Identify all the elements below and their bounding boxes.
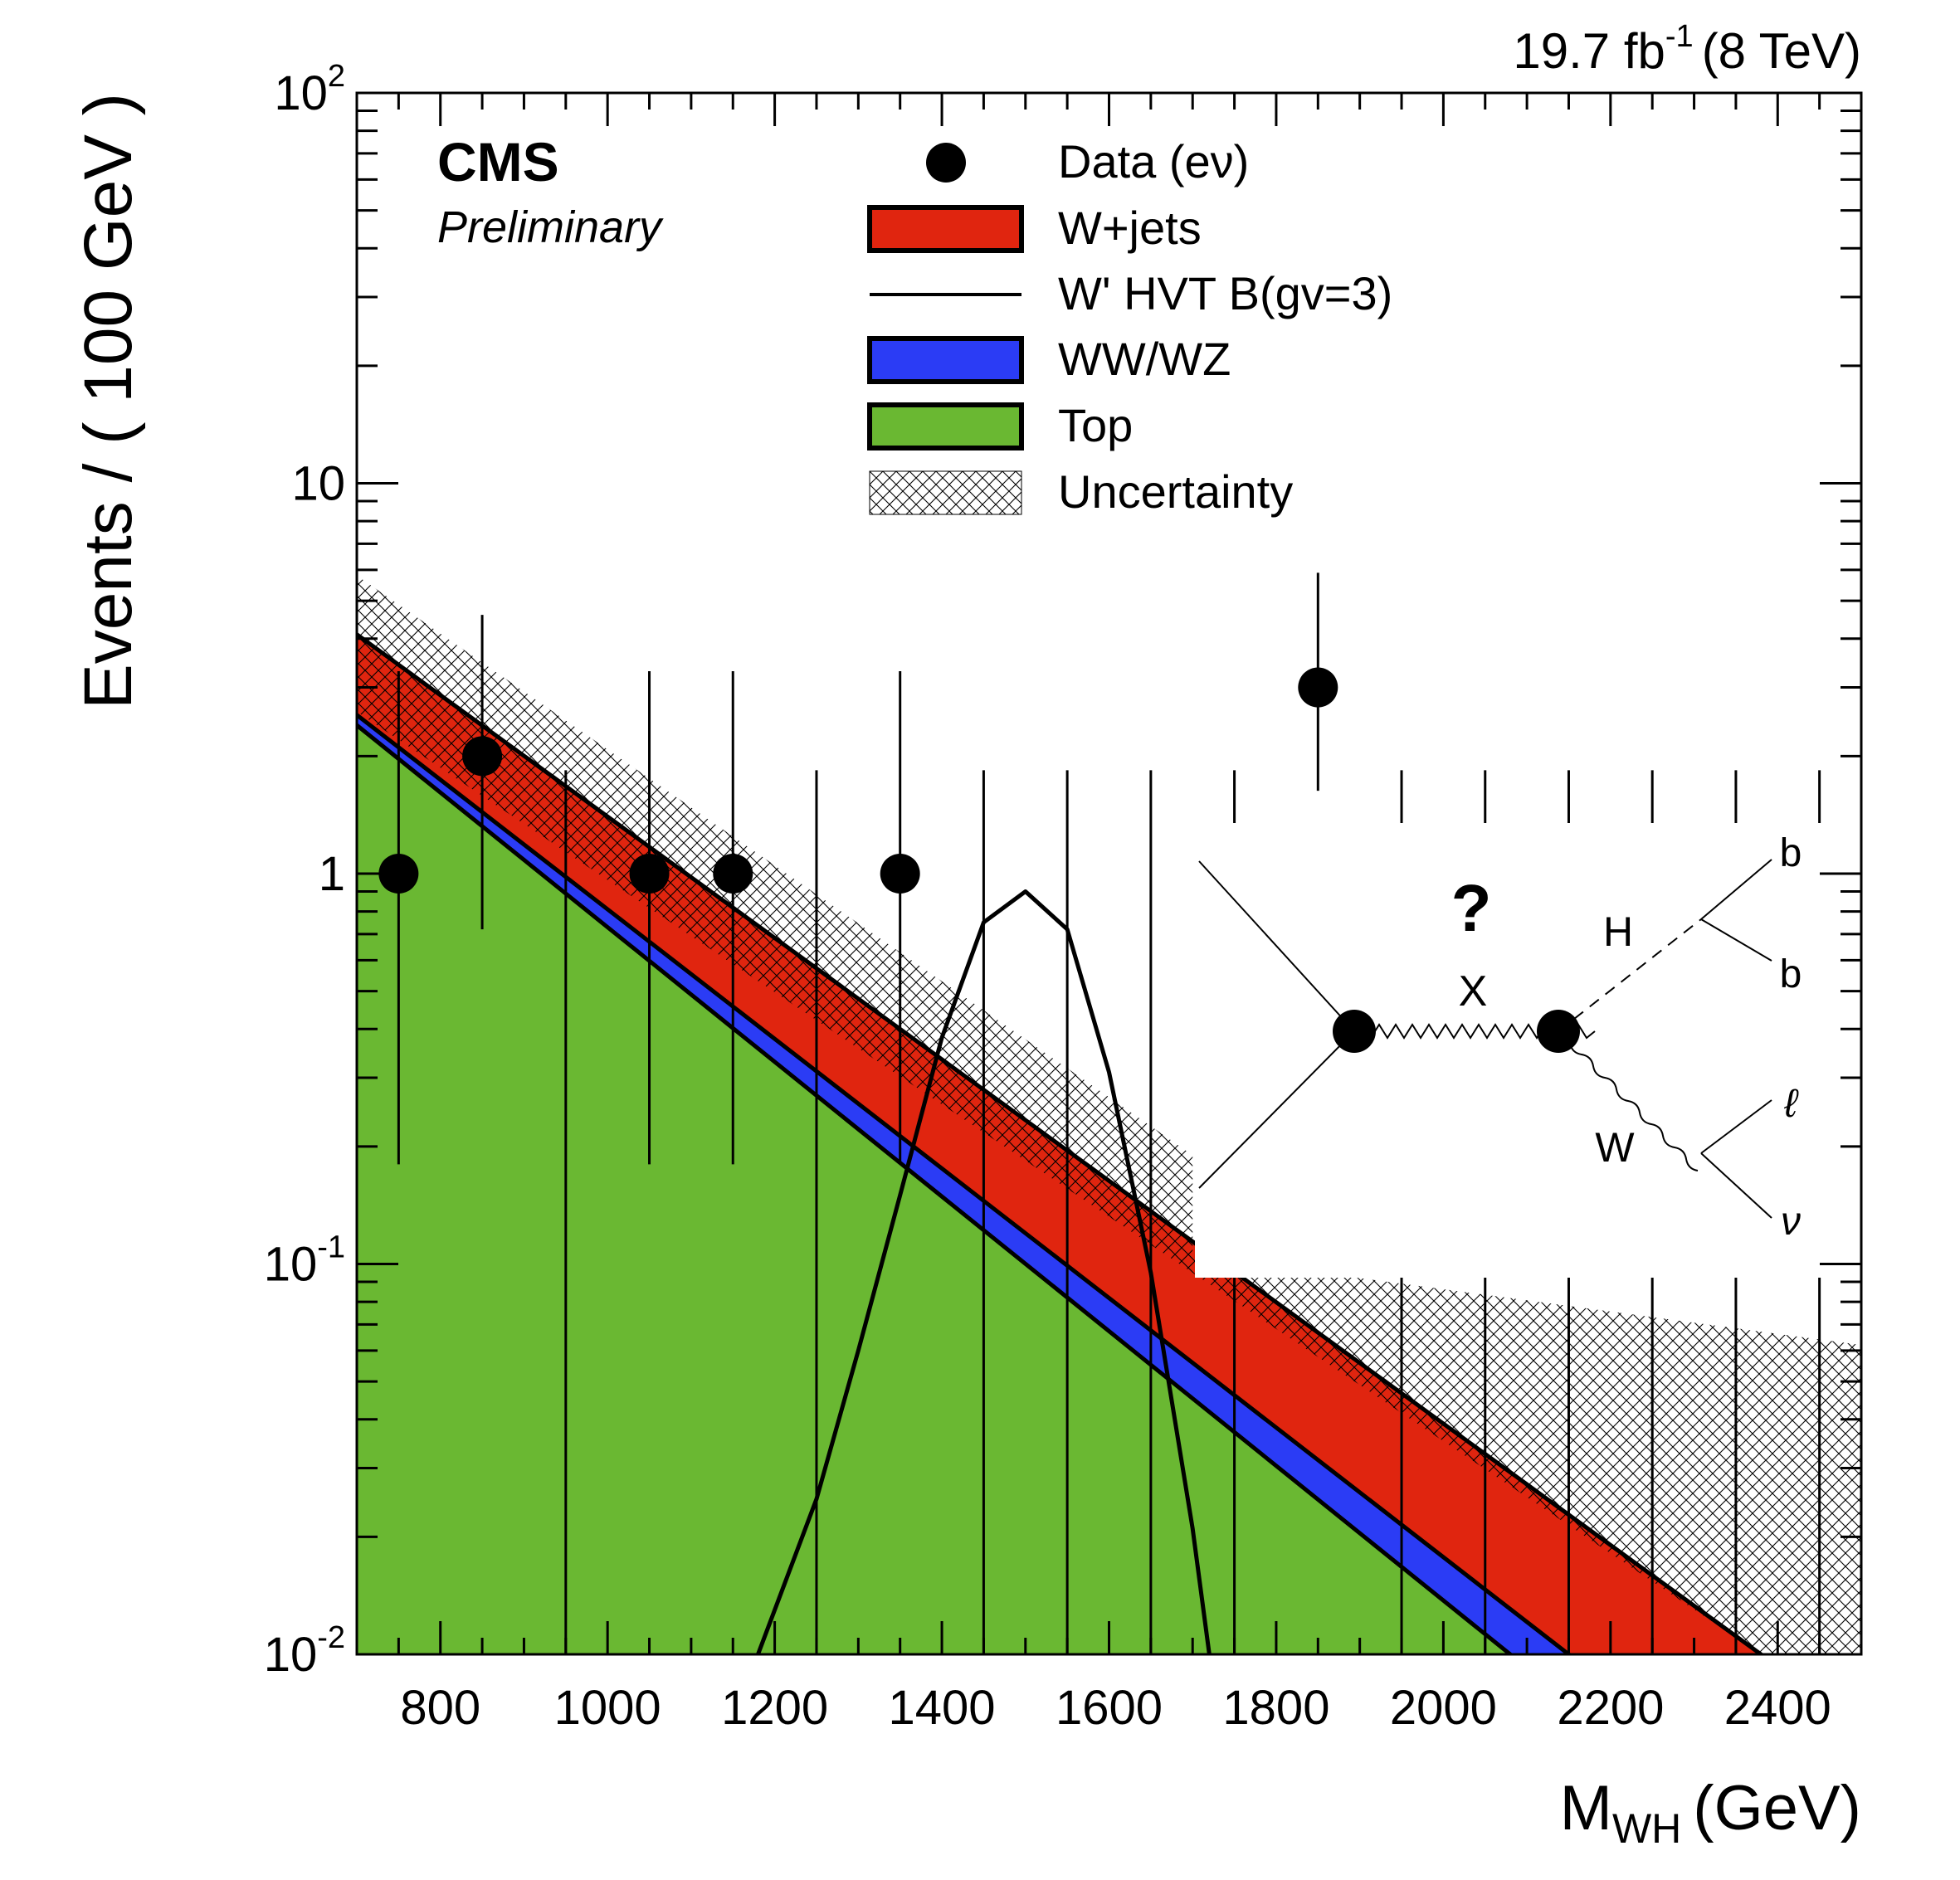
data-marker [880,854,920,894]
vertex-right [1537,1010,1580,1053]
y-tick-label: 10-1 [264,1230,345,1292]
axes: 800 1000 1200 1400 1600 1800 2000 2200 240010210… [264,59,1863,1735]
legend-unc-swatch [869,470,1022,515]
legend-signal-label: W' HVT B(gv=3) [1058,267,1392,319]
data-point [629,671,670,1165]
data-point [713,671,753,1165]
signal-line [756,889,1212,1654]
neutrino-line [1700,1152,1772,1219]
x-tick-label: 1000 [554,1681,661,1735]
x-tick-label: 2200 [1557,1681,1664,1735]
top-edge [357,723,1514,1654]
experiment-label: CMS [437,131,559,192]
top-area [357,725,1568,1654]
feynman-background [1195,823,1859,1278]
y-tick-base: 10 [264,1628,318,1682]
data-marker [462,736,503,777]
w-propagator [1558,1030,1699,1171]
legend-wjets-swatch [867,205,1024,253]
legend: Data (eν) W+jets W' HVT B(gv=3) WW/WZ To… [867,135,1392,518]
legend-wjets-label: W+jets [1058,202,1202,254]
question-mark: ? [1451,871,1492,945]
y-tick-exp: -2 [317,1620,345,1655]
y-tick-label: 10 [291,457,345,511]
x-tick-label: 1800 [1222,1681,1329,1735]
h-label: H [1603,908,1633,955]
y-axis-title: Events / ( 100 GeV ) [71,93,146,709]
data-marker [713,854,753,894]
lumi-value: 19.7 fb [1513,23,1665,79]
incoming-line-upper [1198,860,1355,1032]
neutrino-label: ν [1781,1200,1801,1244]
x-axis-title: MWH (GeV) [1560,1773,1861,1852]
lumi-exponent: -1 [1665,19,1694,54]
y-tick-base: 10 [264,1238,318,1292]
vertex-left [1333,1010,1376,1053]
lumi-label: 19.7 fb-1 (8 TeV) [1513,19,1861,79]
x-tick-label: 1200 [721,1681,828,1735]
lepton-line [1700,1099,1772,1154]
higgs-line [1558,918,1702,1032]
x-axis-title-sub: WH [1612,1805,1681,1852]
x-tick-label: 1400 [889,1681,996,1735]
lepton-label: ℓ [1783,1082,1799,1126]
y-tick-exp: 2 [328,59,345,94]
legend-data-label: Data (eν) [1058,135,1249,188]
w-label: W [1595,1124,1635,1171]
data-marker [1298,667,1338,708]
diboson-edge [357,713,1572,1654]
x-tick-label: 2400 [1724,1681,1831,1735]
b2-label: b [1780,952,1802,996]
y-tick-exp: -1 [317,1230,345,1265]
lumi-energy: (8 TeV) [1702,23,1861,79]
x-tick-label: 2000 [1390,1681,1497,1735]
b1-label: b [1780,831,1802,875]
x-tick-label: 800 [400,1681,480,1735]
y-tick-base: 10 [274,66,328,120]
data-marker [629,854,670,894]
x-tick-label: 1600 [1056,1681,1163,1735]
data-marker [378,854,419,894]
legend-unc-label: Uncertainty [1058,465,1293,518]
plot-area [357,572,1861,1654]
y-tick-label: 1 [319,847,345,901]
y-tick-label: 102 [274,59,345,120]
data-point [462,615,503,930]
status-label: Preliminary [437,202,664,252]
y-tick-base: 10 [291,457,345,511]
legend-top-swatch [867,402,1024,451]
signal-curve [756,889,1212,1654]
b-line-2 [1700,918,1772,962]
data-point [378,671,419,1165]
y-tick-base: 1 [319,847,345,901]
y-tick-label: 10-2 [264,1620,345,1682]
x-label: X [1459,967,1488,1015]
incoming-line-lower [1198,1030,1355,1189]
x-axis-title-unit: (GeV) [1693,1773,1861,1843]
b-line-1 [1700,859,1772,920]
legend-diboson-label: WW/WZ [1058,333,1231,385]
legend-data-marker [926,143,966,183]
legend-top-label: Top [1058,399,1133,451]
data-point [1298,572,1338,791]
feynman-diagram: ? X H W b b ℓ ν [1195,823,1859,1278]
x-axis-title-main: M [1560,1773,1612,1843]
legend-diboson-swatch [867,336,1024,384]
data-point [880,671,920,1165]
